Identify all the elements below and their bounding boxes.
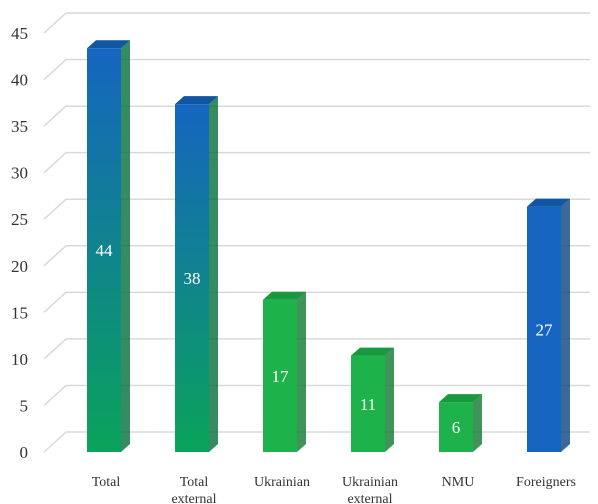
data-label: 44	[96, 241, 114, 260]
category-label: Foreigners	[516, 475, 576, 490]
grid-lines	[43, 12, 590, 453]
grid-line-diagonal	[43, 291, 67, 313]
bar-side-shade	[385, 347, 394, 452]
bar-front	[263, 299, 297, 452]
bar-front	[351, 355, 385, 452]
bar: 27	[527, 198, 570, 452]
bar: 17	[263, 291, 306, 452]
bar-side	[385, 347, 394, 452]
bar-side	[209, 96, 218, 452]
bar: 38	[175, 96, 218, 452]
data-label: 38	[184, 269, 201, 288]
grid-line-diagonal	[43, 338, 67, 360]
bar-top-shade	[527, 198, 570, 207]
category-labels: Total Total external Ukrainian Ukrainian exte…	[92, 475, 576, 504]
category-label: Ukrainian	[254, 475, 310, 490]
y-tick-label: 30	[11, 164, 28, 183]
grid-line-diagonal	[43, 59, 67, 81]
category-label: Total	[92, 475, 121, 490]
bar-side-shade	[121, 40, 130, 453]
bar: 6	[439, 394, 482, 452]
grid-line-diagonal	[43, 431, 67, 453]
bar-side	[297, 291, 306, 452]
grid-line-diagonal	[43, 12, 67, 34]
data-label: 17	[272, 367, 290, 386]
bar-top-shade	[351, 347, 394, 356]
category-label: Total external	[171, 475, 216, 504]
bar-front	[527, 206, 561, 452]
y-tick-label: 25	[11, 210, 28, 229]
y-tick-label: 0	[20, 443, 29, 462]
data-label: 27	[536, 320, 554, 339]
bar-front	[175, 104, 209, 452]
bar-side-shade	[561, 198, 570, 452]
bar-side-shade	[473, 394, 482, 452]
bar-top-shade	[175, 96, 218, 105]
bar: 11	[351, 347, 394, 452]
bar-side-shade	[209, 96, 218, 452]
bar-side-shade	[297, 291, 306, 452]
bar-side	[121, 40, 130, 453]
grid-line-diagonal	[43, 152, 67, 174]
y-tick-label: 35	[11, 117, 28, 136]
bars: 44 38 17 11 6 27	[87, 40, 570, 453]
bar-top-shade	[263, 291, 306, 300]
bar-top	[175, 96, 218, 105]
y-tick-label: 5	[20, 396, 29, 415]
y-tick-label: 45	[11, 24, 28, 43]
bar-top	[439, 394, 482, 403]
bar-side	[561, 198, 570, 452]
y-tick-label: 20	[11, 257, 28, 276]
bar-front	[439, 402, 473, 452]
grid-line-diagonal	[43, 198, 67, 220]
bar-top-shade	[439, 394, 482, 403]
data-label: 11	[360, 395, 376, 414]
bar-front	[87, 48, 121, 453]
bar-top-shade	[87, 40, 130, 49]
y-tick-label: 15	[11, 303, 28, 322]
y-tick-label: 10	[11, 350, 28, 369]
bar-side	[473, 394, 482, 452]
bar-top	[527, 198, 570, 207]
bar-top	[263, 291, 306, 300]
bar-top	[351, 347, 394, 356]
data-label: 6	[452, 418, 461, 437]
bar-top	[87, 40, 130, 49]
y-axis-ticks: 0 5 10 15 20 25 30 35 40 45	[11, 24, 28, 462]
grid-line-diagonal	[43, 245, 67, 267]
category-label: NMU	[442, 475, 475, 490]
y-tick-label: 40	[11, 71, 28, 90]
bar: 44	[87, 40, 130, 453]
category-label: Ukrainian external	[342, 475, 398, 504]
grid-line-diagonal	[43, 105, 67, 127]
grid-line-diagonal	[43, 384, 67, 406]
